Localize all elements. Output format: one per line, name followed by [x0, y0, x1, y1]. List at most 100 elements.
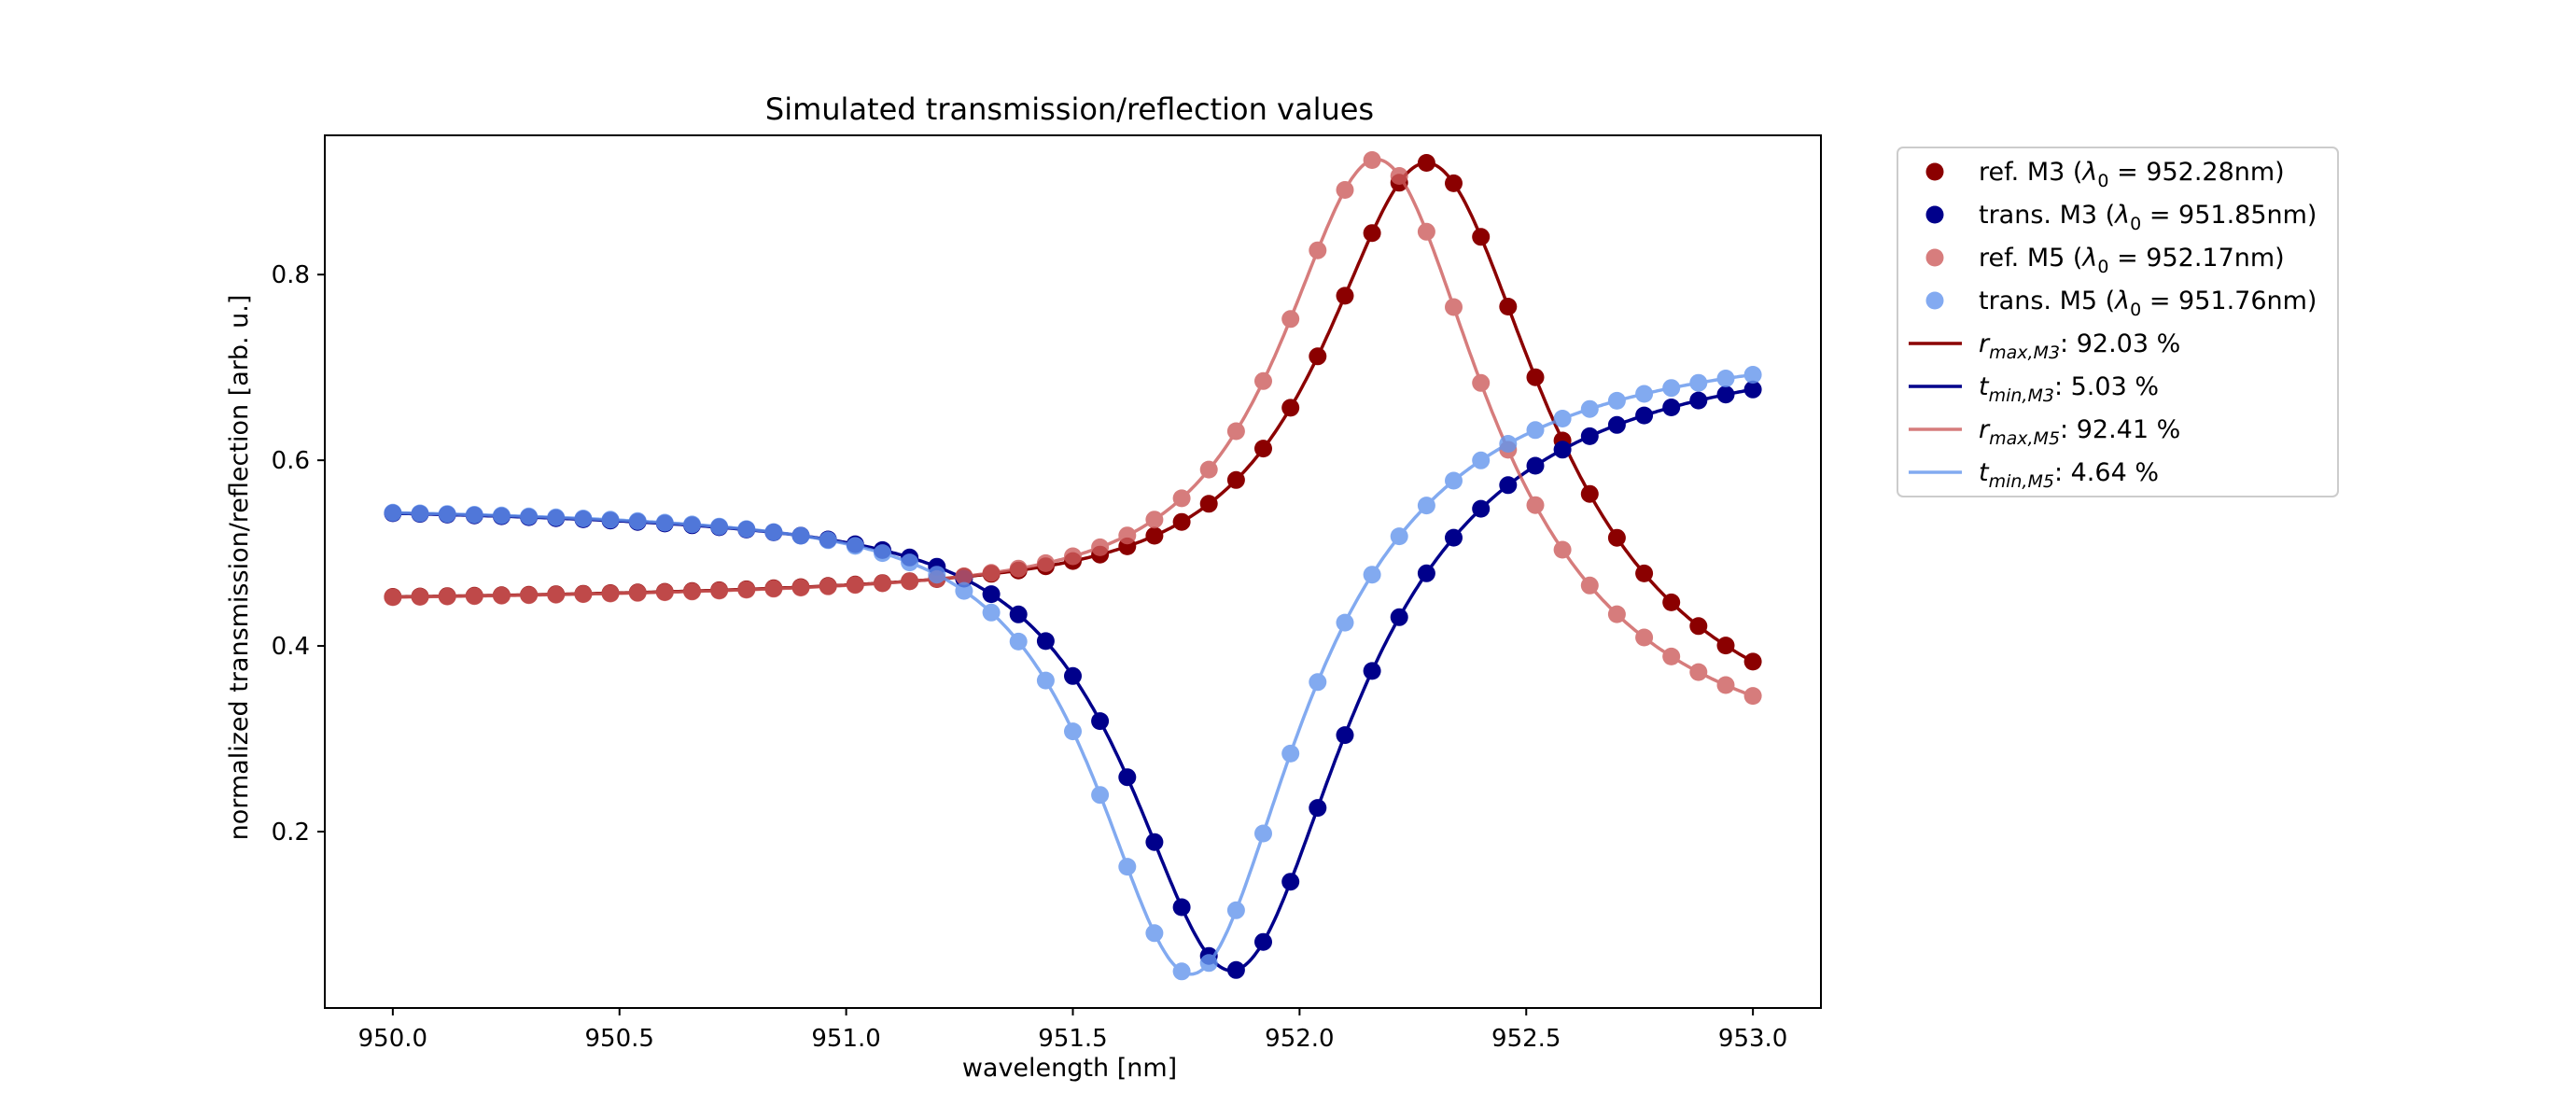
data-point — [1226, 960, 1245, 979]
data-point — [1390, 527, 1408, 546]
data-point — [1172, 898, 1191, 917]
data-point — [846, 576, 864, 595]
y-tick-label: 0.8 — [272, 261, 310, 289]
data-point — [1118, 858, 1137, 876]
plot-frame — [324, 134, 1822, 1009]
data-point — [1091, 538, 1110, 556]
data-point — [1254, 371, 1272, 390]
data-point — [1009, 559, 1028, 578]
data-point — [1743, 366, 1762, 384]
data-point — [601, 584, 620, 603]
data-point — [1145, 526, 1164, 545]
data-point — [1009, 605, 1028, 623]
data-point — [819, 531, 837, 550]
data-point — [1336, 613, 1354, 632]
data-point — [1417, 497, 1435, 515]
data-point — [1499, 476, 1518, 495]
x-tick-label: 950.0 — [358, 1025, 427, 1053]
legend-entry: rmax,M3: 92.03 % — [1909, 329, 2180, 363]
data-point — [1553, 410, 1572, 427]
legend-entry: tmin,M5: 4.64 % — [1909, 458, 2159, 492]
series-line — [392, 158, 1754, 698]
data-point — [492, 586, 511, 605]
data-point — [1417, 222, 1435, 241]
data-point — [955, 581, 973, 600]
data-point — [1036, 553, 1055, 572]
data-point — [764, 523, 783, 541]
data-point — [1716, 676, 1735, 694]
data-point — [1635, 385, 1654, 403]
y-axis-title: normalized transmission/reflection [arb.… — [225, 295, 254, 841]
data-point — [1472, 373, 1491, 392]
data-point — [1662, 399, 1681, 416]
data-point — [438, 505, 456, 524]
y-tick-label: 0.4 — [272, 633, 310, 661]
data-point — [520, 507, 539, 525]
data-point — [928, 566, 946, 584]
data-point — [737, 520, 756, 539]
x-axis-title: wavelength [nm] — [962, 1054, 1177, 1083]
x-tick-label: 953.0 — [1718, 1025, 1787, 1053]
data-point — [1472, 499, 1491, 518]
legend-label: tmin,M5: 4.64 % — [1979, 458, 2159, 492]
data-point — [1363, 662, 1381, 680]
data-point — [1226, 422, 1245, 441]
axis-ticks: 950.0 950.5 951.0 951.5 952.0 952.5 953.0 0.2 0.… — [272, 261, 1788, 1053]
data-point — [1064, 666, 1082, 685]
legend-label: trans. M5 (λ0 = 951.76nm) — [1979, 287, 2317, 320]
data-point — [710, 581, 729, 600]
legend-entry: trans. M5 (λ0 = 951.76nm) — [1925, 287, 2317, 320]
data-point — [655, 513, 674, 532]
x-tick-label: 950.5 — [585, 1025, 654, 1053]
data-point — [1064, 722, 1082, 741]
data-point — [384, 588, 402, 607]
legend-entry: ref. M3 (λ0 = 952.28nm) — [1925, 158, 2285, 191]
data-point — [710, 517, 729, 536]
data-point — [1036, 671, 1055, 690]
data-point — [1662, 647, 1681, 665]
data-point — [1635, 406, 1654, 425]
data-point — [791, 579, 810, 597]
data-point — [1526, 496, 1545, 514]
data-point — [1254, 824, 1272, 843]
legend-label: tmin,M3: 5.03 % — [1979, 372, 2159, 406]
data-point — [1445, 471, 1463, 490]
data-point — [982, 564, 1001, 582]
data-point — [1281, 310, 1300, 329]
legend-items: ref. M3 (λ0 = 952.28nm) trans. M3 (λ0 = 9… — [1909, 158, 2317, 492]
data-point — [1689, 663, 1708, 681]
data-point — [1145, 833, 1164, 851]
x-tick-label: 951.5 — [1038, 1025, 1107, 1053]
data-point — [1526, 421, 1545, 440]
data-point — [1607, 391, 1626, 410]
data-point — [1281, 399, 1300, 417]
legend-entry: ref. M5 (λ0 = 952.17nm) — [1925, 244, 2285, 277]
data-point — [1118, 526, 1137, 545]
data-point — [1363, 566, 1381, 584]
legend-label: rmax,M3: 92.03 % — [1979, 329, 2180, 363]
legend-marker — [1925, 162, 1944, 181]
data-point — [1526, 368, 1545, 386]
data-point — [1199, 954, 1218, 973]
legend-frame — [1897, 147, 2339, 497]
data-point — [1445, 528, 1463, 547]
data-point — [1445, 174, 1463, 192]
legend: ref. M3 (λ0 = 952.28nm) trans. M3 (λ0 = 9… — [1897, 147, 2339, 497]
data-point — [1553, 540, 1572, 559]
data-point — [791, 526, 810, 545]
data-point — [1635, 628, 1654, 647]
series-4 — [384, 366, 1762, 981]
data-point — [1118, 768, 1137, 787]
data-point — [1689, 373, 1708, 392]
data-point — [1580, 484, 1599, 503]
data-point — [411, 588, 429, 606]
data-point — [1580, 576, 1599, 595]
data-point — [1445, 298, 1463, 316]
data-point — [1743, 687, 1762, 706]
data-point — [901, 572, 919, 591]
data-point — [683, 515, 701, 534]
data-point — [384, 503, 402, 522]
data-point — [955, 567, 973, 585]
data-point — [601, 511, 620, 529]
